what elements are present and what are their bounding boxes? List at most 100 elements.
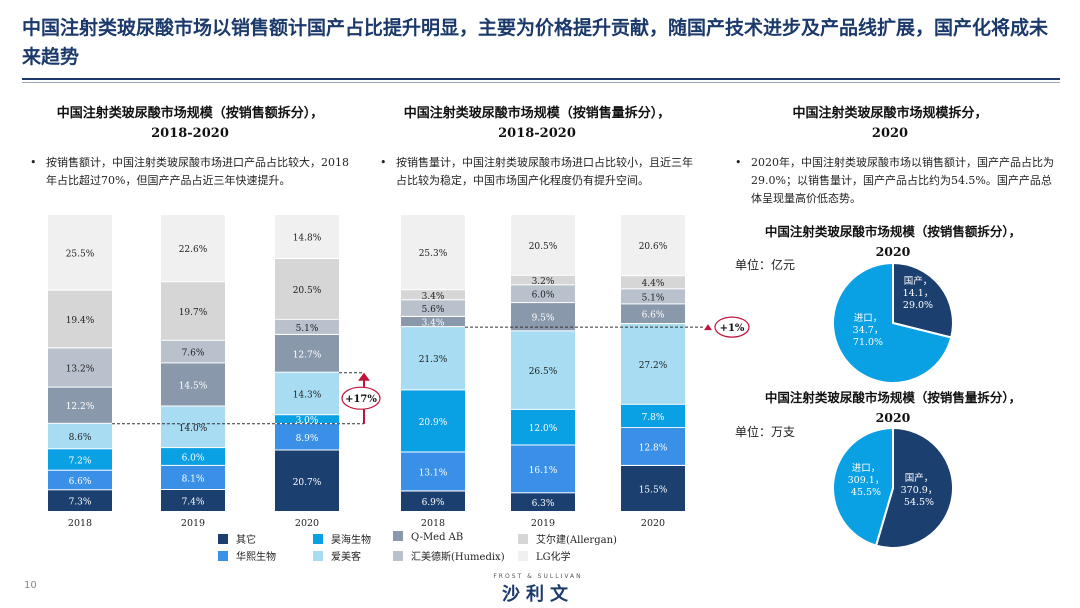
bullet-dot-icon: •	[735, 156, 742, 169]
bar-segment	[275, 450, 339, 511]
pie2-unit: 单位：万支	[735, 425, 796, 439]
legend-label: 艾尔建(Allergan)	[536, 535, 617, 546]
bar-data-label: 3.4%	[422, 319, 445, 329]
bar-data-label: 20.5%	[293, 286, 322, 296]
bar-data-label: 13.1%	[419, 469, 448, 479]
pie-slice	[874, 426, 954, 549]
legend-swatch	[393, 531, 403, 541]
bar-segment	[161, 215, 225, 282]
legend-label: 其它	[236, 535, 256, 546]
bar-segment	[401, 300, 465, 316]
legend-swatch	[313, 551, 323, 561]
growth-annotation-left: +17%	[112, 372, 381, 425]
right-panel-title-line1: 中国注射类玻尿酸市场规模拆分，	[792, 106, 988, 121]
growth-badge	[714, 316, 750, 338]
legend-label: LG化学	[536, 552, 571, 563]
bar-data-label: 4.4%	[642, 279, 665, 289]
bar-data-label: 8.6%	[69, 433, 92, 443]
bar-data-label: 22.6%	[179, 245, 208, 255]
bar-data-label: 12.8%	[639, 444, 668, 454]
bar-segment	[621, 276, 685, 289]
bar-segment	[511, 409, 575, 445]
legend-label: Q-Med AB	[411, 532, 464, 543]
bar-data-label: 8.1%	[182, 475, 205, 485]
legend-item: Q-Med AB	[393, 531, 463, 543]
pie2-title-line1: 中国注射类玻尿酸市场规模（按销售量拆分），	[764, 390, 1022, 405]
bar-segment	[401, 290, 465, 300]
bar-segment	[48, 215, 112, 290]
bar-data-label: 19.7%	[179, 308, 208, 318]
bar-data-label: 14.0%	[179, 424, 208, 434]
bar-data-label: 20.6%	[639, 242, 668, 252]
bar-data-label: 6.6%	[69, 477, 92, 487]
bar-data-label: 8.9%	[296, 434, 319, 444]
pie2-title-line2: 2020	[875, 410, 911, 425]
bar-data-label: 14.8%	[293, 234, 322, 244]
bar-data-label: 25.5%	[66, 249, 95, 259]
bar-data-label: 14.5%	[179, 381, 208, 391]
x-tick-label: 2018	[421, 518, 445, 529]
bar-segment	[621, 215, 685, 276]
pie1-title: 中国注射类玻尿酸市场规模（按销售额拆分）， 2020	[728, 222, 1058, 262]
bar-segment	[275, 415, 339, 424]
legend-label: 爱美客	[331, 552, 361, 563]
bar-data-label: 12.2%	[66, 402, 95, 412]
pie-chart-sales-volume: 国产，370.9，54.5% 进口，309.1，45.5%	[832, 426, 954, 549]
bar-segment	[275, 372, 339, 415]
bar-segment	[621, 324, 685, 404]
bar-segment	[48, 387, 112, 423]
bar-data-label: 25.3%	[419, 249, 448, 259]
bar-segment	[401, 491, 465, 511]
pie-slice-label: 45.5%	[851, 487, 881, 498]
x-tick-label: 2020	[295, 518, 319, 529]
pie-slice	[832, 426, 894, 547]
pie-slice-label: 进口，	[852, 463, 881, 474]
bar-data-label: 21.3%	[419, 355, 448, 365]
legend-item: 华熙生物	[218, 548, 276, 563]
pie-slice-label: 34.7，	[853, 325, 884, 336]
middle-panel-bullet-text: 按销售量计，中国注射类玻尿酸市场进口占比较小，且近三年占比较为稳定，中国市场国产…	[396, 156, 693, 187]
legend-swatch	[218, 534, 228, 544]
bar-data-label: 7.3%	[69, 498, 92, 508]
bar-segment	[621, 466, 685, 511]
bar-data-label: 7.4%	[182, 498, 205, 508]
legend-swatch	[218, 551, 228, 561]
bar-data-label: 3.2%	[532, 277, 555, 287]
bar-segment	[48, 470, 112, 490]
pie-slice-label: 71.0%	[853, 337, 883, 348]
bar-data-label: 3.4%	[422, 292, 445, 302]
header-divider-thin	[22, 82, 1060, 83]
x-tick-label: 2020	[641, 518, 665, 529]
bar-data-label: 7.6%	[182, 349, 205, 359]
pie-slice-label: 国产，	[905, 472, 934, 484]
bar-segment	[401, 215, 465, 290]
bar-segment	[511, 285, 575, 303]
bar-data-label: 5.6%	[422, 305, 445, 315]
pie-slice	[832, 261, 953, 384]
growth-arrow-icon	[358, 372, 370, 381]
left-panel-title: 中国注射类玻尿酸市场规模（按销售额拆分）， 2018-2020	[20, 104, 360, 144]
bullet-dot-icon: •	[380, 156, 387, 169]
bar-data-label: 19.4%	[66, 316, 95, 326]
pie-slice-label: 309.1，	[848, 475, 885, 486]
bar-data-label: 14.3%	[293, 390, 322, 400]
growth-badge	[341, 386, 381, 410]
bar-segment	[511, 275, 575, 285]
bar-segment	[275, 335, 339, 372]
bar-segment	[401, 327, 465, 390]
growth-badge-label: +1%	[720, 323, 745, 334]
left-panel-bullet-text: 按销售额计，中国注射类玻尿酸市场进口产品占比较大，2018年占比超过70%，但国…	[46, 156, 349, 187]
pie-slice-label: 国产，	[904, 275, 933, 287]
left-panel-title-line1: 中国注射类玻尿酸市场规模（按销售额拆分），	[56, 106, 324, 121]
footer-logo: FROST & SULLIVAN 沙利文	[486, 573, 590, 606]
bar-data-label: 12.7%	[293, 350, 322, 360]
footer-brand: 沙利文	[502, 584, 574, 605]
pie1-unit: 单位：亿元	[735, 258, 796, 272]
pie-slice	[892, 261, 954, 339]
chart-legend: 其它 昊海生物 Q-Med AB 艾尔建(Allergan) 华熙生物 爱美客 汇美德斯(H…	[218, 528, 618, 568]
bar-segment	[161, 490, 225, 511]
legend-item: 艾尔建(Allergan)	[518, 531, 617, 546]
bar-segment	[48, 490, 112, 511]
footer-tagline: FROST & SULLIVAN	[493, 573, 583, 580]
bar-data-label: 20.5%	[529, 242, 558, 252]
